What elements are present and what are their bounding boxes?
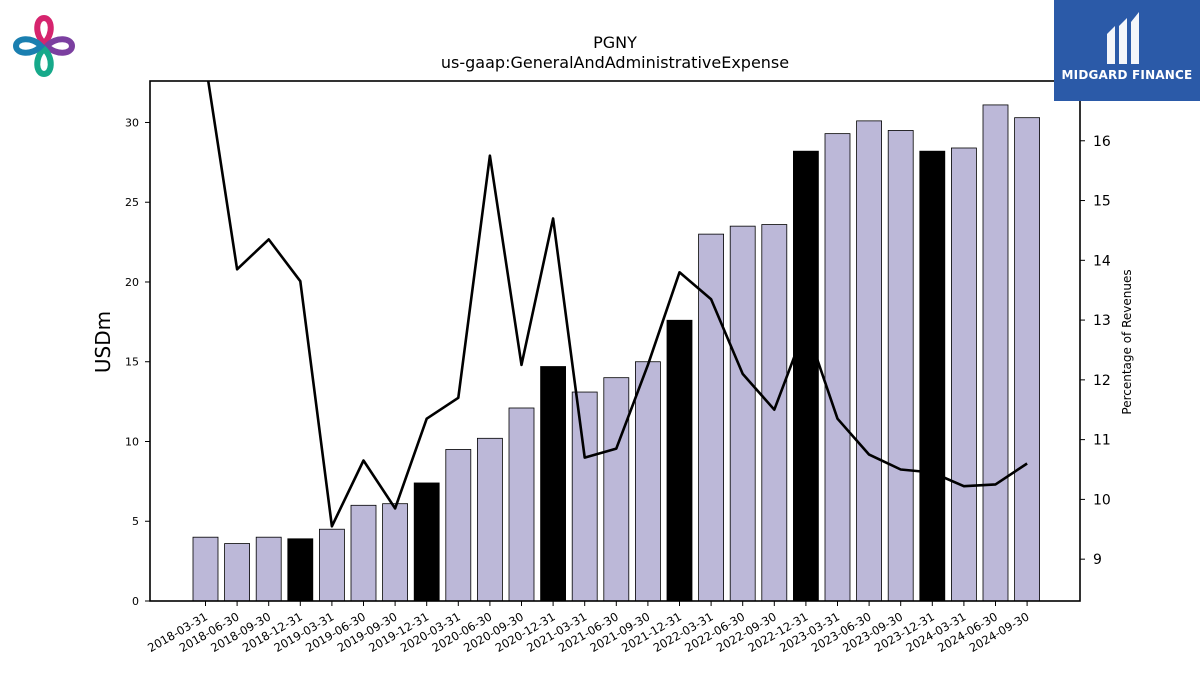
bar-2022-03-31 <box>698 233 724 602</box>
bar-2021-03-31 <box>571 391 598 602</box>
bar-2022-06-30 <box>729 225 756 602</box>
line-percentage-of-revenues <box>206 81 1028 528</box>
bar-2018-03-31 <box>192 536 219 602</box>
y2-tick-label: 14 <box>1093 253 1111 269</box>
bar-2019-12-31 <box>413 482 440 602</box>
bar-2020-03-31 <box>445 449 472 602</box>
bar-2019-03-31 <box>318 528 345 602</box>
bar-2023-03-31 <box>824 133 851 602</box>
bar-2024-09-30 <box>1014 117 1040 602</box>
y-tick-label: 20 <box>125 276 139 289</box>
y2-tick-label: 11 <box>1093 433 1111 449</box>
y-tick-label: 30 <box>125 116 139 129</box>
y-axis-label: USDm <box>91 311 115 373</box>
bar-series <box>192 104 1040 602</box>
bar-2019-06-30 <box>350 504 377 602</box>
y2-axis-label: Percentage of Revenues <box>1120 269 1134 414</box>
y-tick-label: 10 <box>125 435 139 448</box>
line-series <box>206 81 1028 528</box>
y-axis-right: 9 10 11 12 13 14 15 16 <box>1080 134 1111 568</box>
bar-2018-12-31 <box>287 538 314 602</box>
y-tick-label: 5 <box>132 515 139 528</box>
bar-2021-06-30 <box>603 377 630 602</box>
y-axis-left: 0 5 10 15 20 25 30 <box>125 116 150 608</box>
brand-logo: MIDGARD FINANCE <box>1054 0 1200 101</box>
midgard-mark-icon <box>1107 12 1139 64</box>
y2-tick-label: 16 <box>1093 134 1111 150</box>
bar-2023-06-30 <box>856 120 882 602</box>
bar-2023-12-31 <box>919 150 946 602</box>
y2-tick-label: 12 <box>1093 373 1111 389</box>
x-axis: 2018-03-312018-06-302018-09-302018-12-31… <box>145 601 1032 655</box>
bar-2023-09-30 <box>887 130 914 602</box>
bar-2020-06-30 <box>476 437 503 602</box>
y-tick-label: 0 <box>132 595 139 608</box>
four-petal-logo-icon <box>10 12 78 84</box>
bar-2020-09-30 <box>508 407 535 602</box>
bar-2018-06-30 <box>224 543 251 602</box>
y-tick-label: 25 <box>125 196 139 209</box>
bar-2022-09-30 <box>761 224 788 602</box>
bar-2021-09-30 <box>635 361 661 602</box>
y-tick-label: 15 <box>125 356 139 369</box>
brand-name: MIDGARD FINANCE <box>1061 68 1193 82</box>
bar-2021-12-31 <box>666 319 693 602</box>
chart-title: PGNY <box>593 33 637 52</box>
chart-subtitle: us-gaap:GeneralAndAdministrativeExpense <box>441 53 789 72</box>
bar-2019-09-30 <box>382 503 409 602</box>
bar-2024-03-31 <box>951 147 977 602</box>
bar-2022-12-31 <box>793 150 819 602</box>
y2-tick-label: 13 <box>1093 313 1111 329</box>
bar-2024-06-30 <box>982 104 1009 602</box>
y2-tick-label: 15 <box>1093 194 1111 210</box>
bar-2018-09-30 <box>255 536 282 602</box>
bar-2020-12-31 <box>540 366 566 602</box>
plot-frame <box>149 80 1081 602</box>
y2-tick-label: 9 <box>1093 552 1102 568</box>
y2-tick-label: 10 <box>1093 492 1111 508</box>
